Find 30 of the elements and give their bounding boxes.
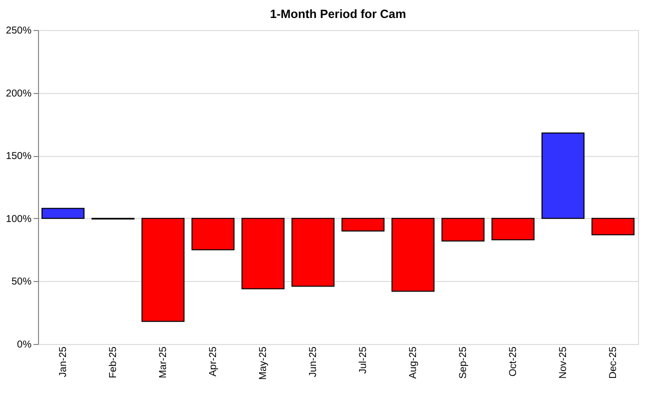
bar: [242, 218, 284, 290]
x-tick-label: Feb-25: [108, 346, 119, 378]
x-tick-label: Jul-25: [358, 346, 369, 374]
x-tick-label: Sep-25: [458, 346, 469, 379]
y-tick-label: 200%: [6, 88, 32, 100]
y-tick-label: 150%: [6, 151, 32, 162]
y-tick-label: 100%: [6, 214, 32, 225]
bar: [192, 218, 234, 250]
x-tick-label: Jan-25: [58, 346, 69, 378]
y-tick-label: 50%: [11, 276, 32, 288]
x-tick-label: Aug-25: [408, 346, 419, 379]
bar: [142, 218, 184, 322]
x-tick-label: May-25: [258, 346, 269, 380]
chart-title: 1-Month Period for Cam: [270, 7, 406, 21]
bar: [592, 218, 634, 236]
bar: [42, 208, 84, 219]
y-tick-label: 250%: [6, 26, 32, 36]
bar: [492, 218, 534, 240]
bar: [292, 218, 334, 287]
x-tick-label: Dec-25: [608, 346, 619, 379]
bar: [342, 218, 384, 232]
bar: [392, 218, 434, 292]
x-tick-label: Jun-25: [308, 346, 319, 378]
bar: [542, 132, 584, 219]
x-tick-label: Nov-25: [558, 346, 569, 379]
x-tick-label: Apr-25: [208, 346, 219, 377]
x-tick-label: Mar-25: [158, 346, 169, 378]
x-tick-label: Oct-25: [508, 346, 519, 377]
y-tick-label: 0%: [17, 340, 32, 350]
bar: [442, 218, 484, 242]
